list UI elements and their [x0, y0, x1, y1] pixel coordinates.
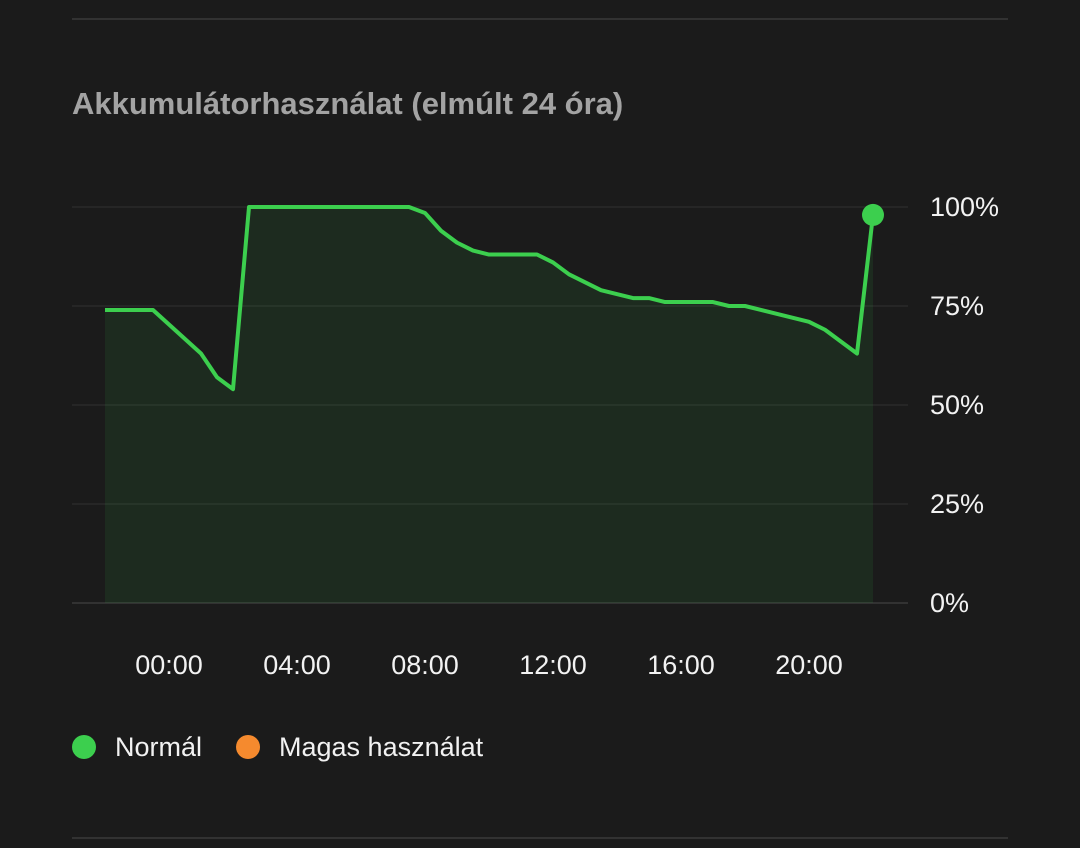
x-tick-label: 12:00 — [519, 650, 587, 680]
x-tick-label: 00:00 — [135, 650, 203, 680]
legend-swatch — [236, 735, 261, 759]
y-tick-label: 25% — [930, 489, 984, 519]
y-tick-label: 100% — [930, 192, 999, 222]
chart-title: Akkumulátorhasználat (elmúlt 24 óra) — [72, 86, 623, 121]
legend-swatch — [72, 735, 96, 759]
y-tick-label: 0% — [930, 588, 969, 618]
line — [105, 205, 875, 392]
y-tick-label: 75% — [930, 291, 984, 321]
current-point — [862, 203, 884, 226]
x-tick-label: 04:00 — [263, 650, 331, 680]
legend-label: Normál — [115, 732, 202, 762]
y-tick-label: 50% — [930, 390, 984, 420]
x-tick-label: 08:00 — [391, 650, 459, 680]
area — [105, 207, 873, 603]
legend-label: Magas használat — [279, 732, 484, 762]
x-tick-label: 16:00 — [647, 650, 715, 680]
x-tick-label: 20:00 — [775, 650, 843, 680]
